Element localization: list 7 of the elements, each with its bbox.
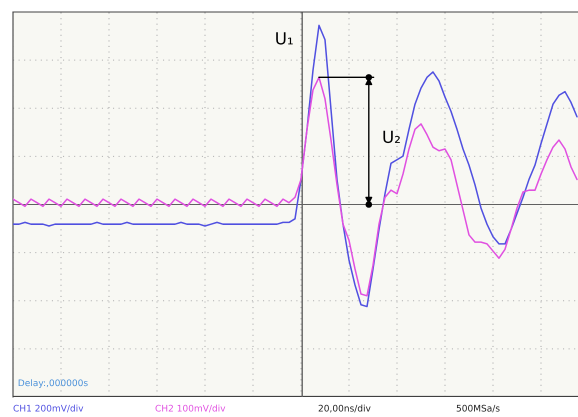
text: Delay:,000000s	[18, 379, 88, 388]
annotation: U₁	[276, 32, 293, 45]
text: 20,00ns/div	[318, 404, 371, 413]
text: CH1 200mV/div	[14, 404, 84, 412]
text: CH2 100mV/div	[156, 404, 226, 412]
text: 500MSa/s	[456, 404, 500, 412]
annotation: U₂	[383, 130, 400, 144]
